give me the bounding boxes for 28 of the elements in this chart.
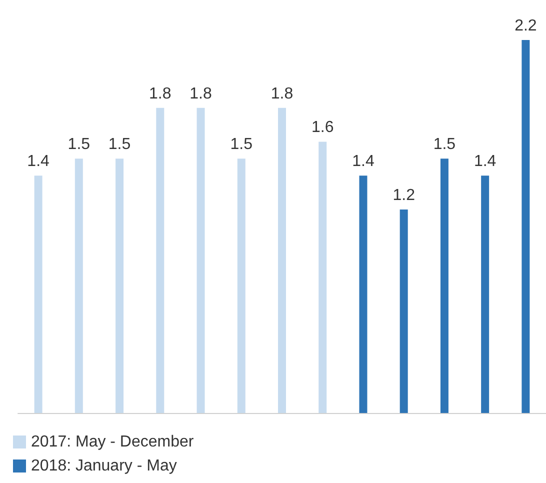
bar bbox=[481, 176, 490, 413]
data-label: 1.8 bbox=[149, 85, 172, 102]
bar bbox=[440, 158, 448, 413]
legend-label: 2017: May - December bbox=[31, 434, 194, 450]
bar bbox=[156, 108, 164, 413]
data-label: 1.2 bbox=[392, 187, 416, 204]
bar bbox=[359, 176, 368, 413]
bar bbox=[74, 158, 83, 413]
data-label: 2.2 bbox=[514, 18, 537, 34]
data-label: 1.6 bbox=[311, 119, 334, 136]
data-label: 1.5 bbox=[230, 136, 253, 154]
bar bbox=[400, 210, 408, 413]
data-label: 1.5 bbox=[433, 136, 456, 154]
data-label: 1.4 bbox=[27, 153, 50, 170]
data-label: 1.8 bbox=[190, 85, 212, 102]
data-label: 1.5 bbox=[108, 136, 131, 154]
data-label: 1.5 bbox=[68, 136, 90, 154]
bar bbox=[196, 108, 205, 413]
data-label: 1.4 bbox=[352, 153, 374, 170]
data-label: 1.8 bbox=[270, 85, 294, 102]
bar bbox=[116, 158, 124, 413]
legend-label: 2018: January - May bbox=[31, 458, 177, 474]
bar bbox=[318, 142, 327, 413]
bar bbox=[278, 108, 286, 413]
bar bbox=[237, 158, 246, 413]
bar bbox=[522, 40, 530, 413]
data-label: 1.4 bbox=[474, 153, 496, 170]
bar bbox=[34, 176, 42, 413]
